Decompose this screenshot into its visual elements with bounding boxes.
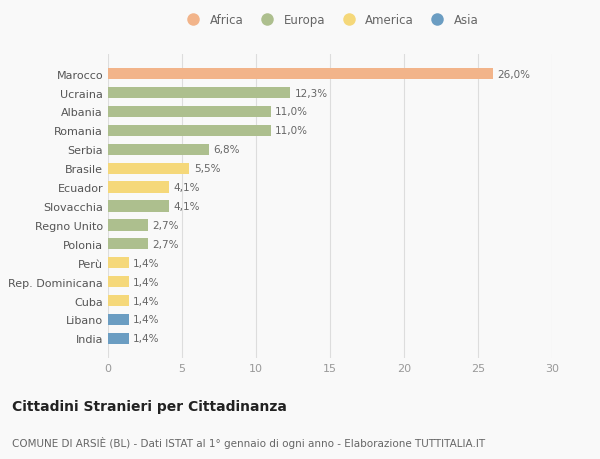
Text: 5,5%: 5,5% [194,164,220,174]
Bar [108,239,148,250]
Text: 11,0%: 11,0% [275,126,308,136]
Bar [108,69,493,80]
Bar [108,106,271,118]
Text: 4,1%: 4,1% [173,183,200,193]
Text: 2,7%: 2,7% [152,239,179,249]
Text: 1,4%: 1,4% [133,277,160,287]
Bar [108,295,129,307]
Bar [108,88,290,99]
Legend: Africa, Europa, America, Asia: Africa, Europa, America, Asia [176,10,484,32]
Text: Cittadini Stranieri per Cittadinanza: Cittadini Stranieri per Cittadinanza [12,399,287,413]
Bar [108,144,209,156]
Text: 2,7%: 2,7% [152,220,179,230]
Bar [108,333,129,344]
Text: 1,4%: 1,4% [133,258,160,268]
Bar [108,314,129,325]
Bar [108,182,169,193]
Text: 1,4%: 1,4% [133,296,160,306]
Text: 4,1%: 4,1% [173,202,200,212]
Text: 1,4%: 1,4% [133,334,160,344]
Text: COMUNE DI ARSIÈ (BL) - Dati ISTAT al 1° gennaio di ogni anno - Elaborazione TUTT: COMUNE DI ARSIÈ (BL) - Dati ISTAT al 1° … [12,436,485,448]
Bar [108,201,169,212]
Text: 1,4%: 1,4% [133,315,160,325]
Bar [108,276,129,288]
Text: 11,0%: 11,0% [275,107,308,117]
Bar [108,125,271,137]
Text: 12,3%: 12,3% [295,89,328,98]
Text: 26,0%: 26,0% [497,69,530,79]
Text: 6,8%: 6,8% [213,145,239,155]
Bar [108,163,190,174]
Bar [108,220,148,231]
Bar [108,257,129,269]
